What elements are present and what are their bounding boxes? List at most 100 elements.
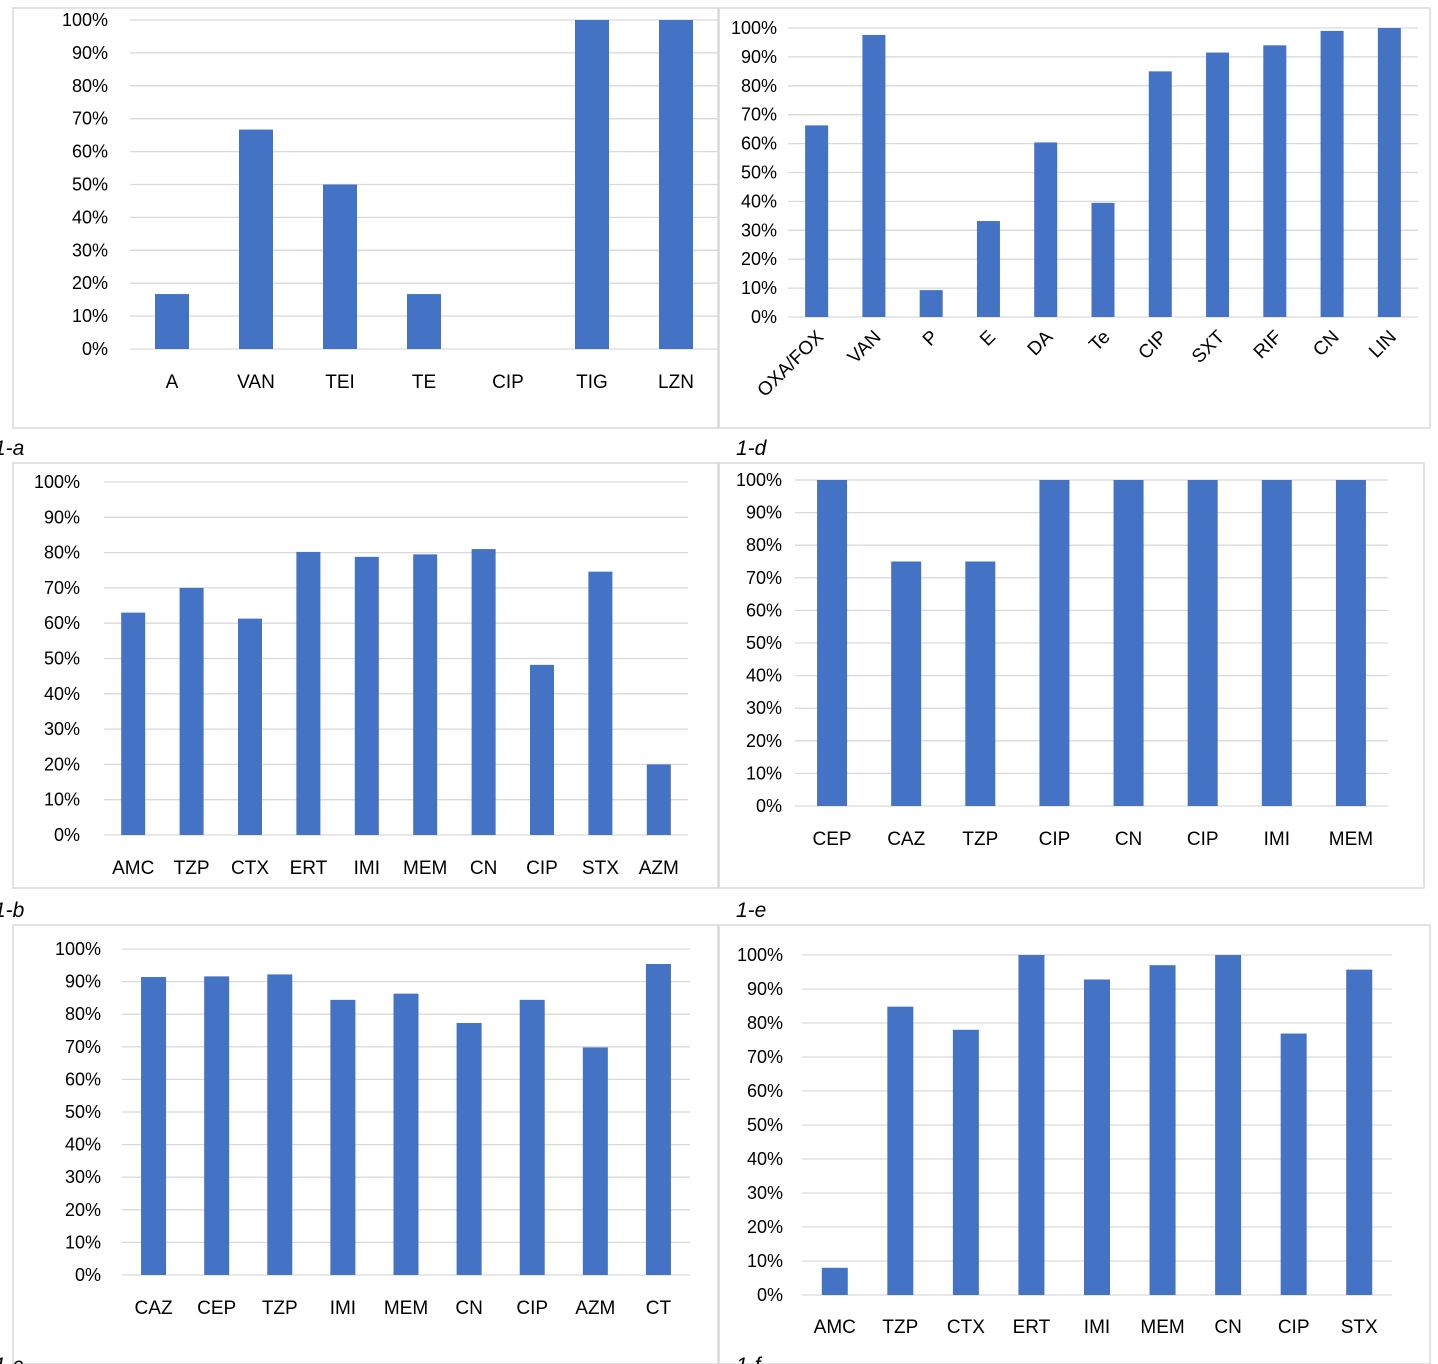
bar <box>891 561 922 806</box>
x-tick-label: CN <box>1115 829 1142 850</box>
y-tick-label: 100% <box>736 470 782 490</box>
bar <box>1187 480 1218 806</box>
bar <box>204 976 230 1275</box>
x-tick-label: AMC <box>814 1317 856 1338</box>
x-tick-label: CTX <box>231 858 269 879</box>
y-tick-label: 70% <box>747 1047 783 1067</box>
panel-label: 1-c <box>0 1354 24 1364</box>
y-tick-label: 70% <box>65 1037 101 1057</box>
y-tick-label: 50% <box>747 1115 783 1135</box>
x-tick-label: CIP <box>492 372 524 393</box>
y-tick-label: 100% <box>55 939 101 959</box>
bar <box>575 20 609 349</box>
bar <box>456 1023 482 1275</box>
y-tick-label: 10% <box>746 763 782 783</box>
y-tick-label: 80% <box>65 1004 101 1024</box>
y-tick-label: 40% <box>747 1149 783 1169</box>
x-tick-label: STX <box>582 858 619 879</box>
x-tick-label: LZN <box>658 372 694 393</box>
x-tick-label: TEI <box>325 372 355 393</box>
y-tick-label: 90% <box>747 979 783 999</box>
y-tick-label: 20% <box>741 249 777 269</box>
bar <box>862 34 886 317</box>
bar <box>1206 52 1230 317</box>
bar <box>1346 969 1373 1295</box>
y-tick-label: 30% <box>746 698 782 718</box>
panel-label: 1-e <box>736 899 766 922</box>
bar <box>519 999 545 1275</box>
y-tick-label: 40% <box>72 207 108 227</box>
bar <box>1149 965 1176 1295</box>
x-tick-label: CN <box>470 858 497 879</box>
y-tick-label: 90% <box>746 503 782 523</box>
bar <box>588 571 613 835</box>
bar <box>976 221 1000 317</box>
x-tick-label: IMI <box>1084 1317 1110 1338</box>
bar <box>407 294 441 349</box>
x-tick-label: CEP <box>197 1298 236 1319</box>
chart-b: 0% 10% 20% 30% 40% 50% 60% 70% 80% 90% 100% AMC TZP C… <box>0 462 719 922</box>
y-tick-label: 10% <box>65 1232 101 1252</box>
bar <box>323 184 357 349</box>
y-tick-label: 50% <box>44 649 80 669</box>
chart-a: 0% 10% 20% 30% 40% 50% 60% 70% 80% 90% 100% A VAN TEI… <box>0 7 719 460</box>
y-tick-label: 50% <box>65 1102 101 1122</box>
y-tick-label: 40% <box>746 666 782 686</box>
panel-label: 1-d <box>736 437 768 460</box>
x-tick-label: IMI <box>354 858 380 879</box>
y-tick-label: 0% <box>757 1285 783 1305</box>
x-tick-label: CN <box>1214 1317 1241 1338</box>
x-tick-label: CIP <box>526 858 558 879</box>
y-tick-label: 80% <box>741 76 777 96</box>
x-tick-label: CIP <box>1187 829 1219 850</box>
y-tick-label: 10% <box>72 306 108 326</box>
bar <box>413 554 438 835</box>
chart-frame <box>718 924 1431 1364</box>
y-tick-label: 50% <box>741 163 777 183</box>
bar <box>393 993 419 1275</box>
bar <box>1034 142 1058 317</box>
x-tick-label: TZP <box>882 1317 918 1338</box>
chart-frame <box>718 7 1431 429</box>
bar <box>1261 480 1292 806</box>
x-tick-label: CIP <box>1278 1317 1310 1338</box>
y-tick-label: 90% <box>741 47 777 67</box>
x-tick-label: ERT <box>1013 1317 1051 1338</box>
panel-label: 1-f <box>736 1354 763 1364</box>
x-tick-label: CIP <box>516 1298 548 1319</box>
bar <box>1280 1033 1307 1295</box>
bar <box>817 480 848 806</box>
y-tick-label: 0% <box>75 1265 101 1285</box>
y-tick-label: 80% <box>44 543 80 563</box>
y-tick-label: 10% <box>741 278 777 298</box>
x-tick-label: AMC <box>112 858 154 879</box>
bar <box>239 129 273 349</box>
bar <box>296 551 321 835</box>
bar <box>1148 71 1172 317</box>
x-tick-label: AZM <box>575 1298 615 1319</box>
y-tick-label: 100% <box>737 945 783 965</box>
bar <box>267 974 293 1275</box>
bar <box>1018 955 1045 1295</box>
bar <box>952 1029 979 1295</box>
y-tick-label: 60% <box>747 1081 783 1101</box>
y-tick-label: 20% <box>746 731 782 751</box>
bar <box>354 556 379 835</box>
y-tick-label: 80% <box>72 76 108 96</box>
y-tick-label: 20% <box>72 273 108 293</box>
x-tick-label: TZP <box>174 858 210 879</box>
y-tick-label: 20% <box>44 754 80 774</box>
bar <box>887 1006 914 1295</box>
bar <box>121 612 146 835</box>
y-tick-label: 40% <box>65 1135 101 1155</box>
x-tick-label: TZP <box>262 1298 298 1319</box>
bar <box>1215 955 1242 1295</box>
y-tick-label: 70% <box>741 105 777 125</box>
x-tick-label: CTX <box>947 1317 985 1338</box>
y-tick-label: 100% <box>34 472 80 492</box>
bar <box>659 20 693 349</box>
bar <box>1335 480 1366 806</box>
y-tick-label: 90% <box>72 43 108 63</box>
y-tick-label: 10% <box>747 1251 783 1271</box>
